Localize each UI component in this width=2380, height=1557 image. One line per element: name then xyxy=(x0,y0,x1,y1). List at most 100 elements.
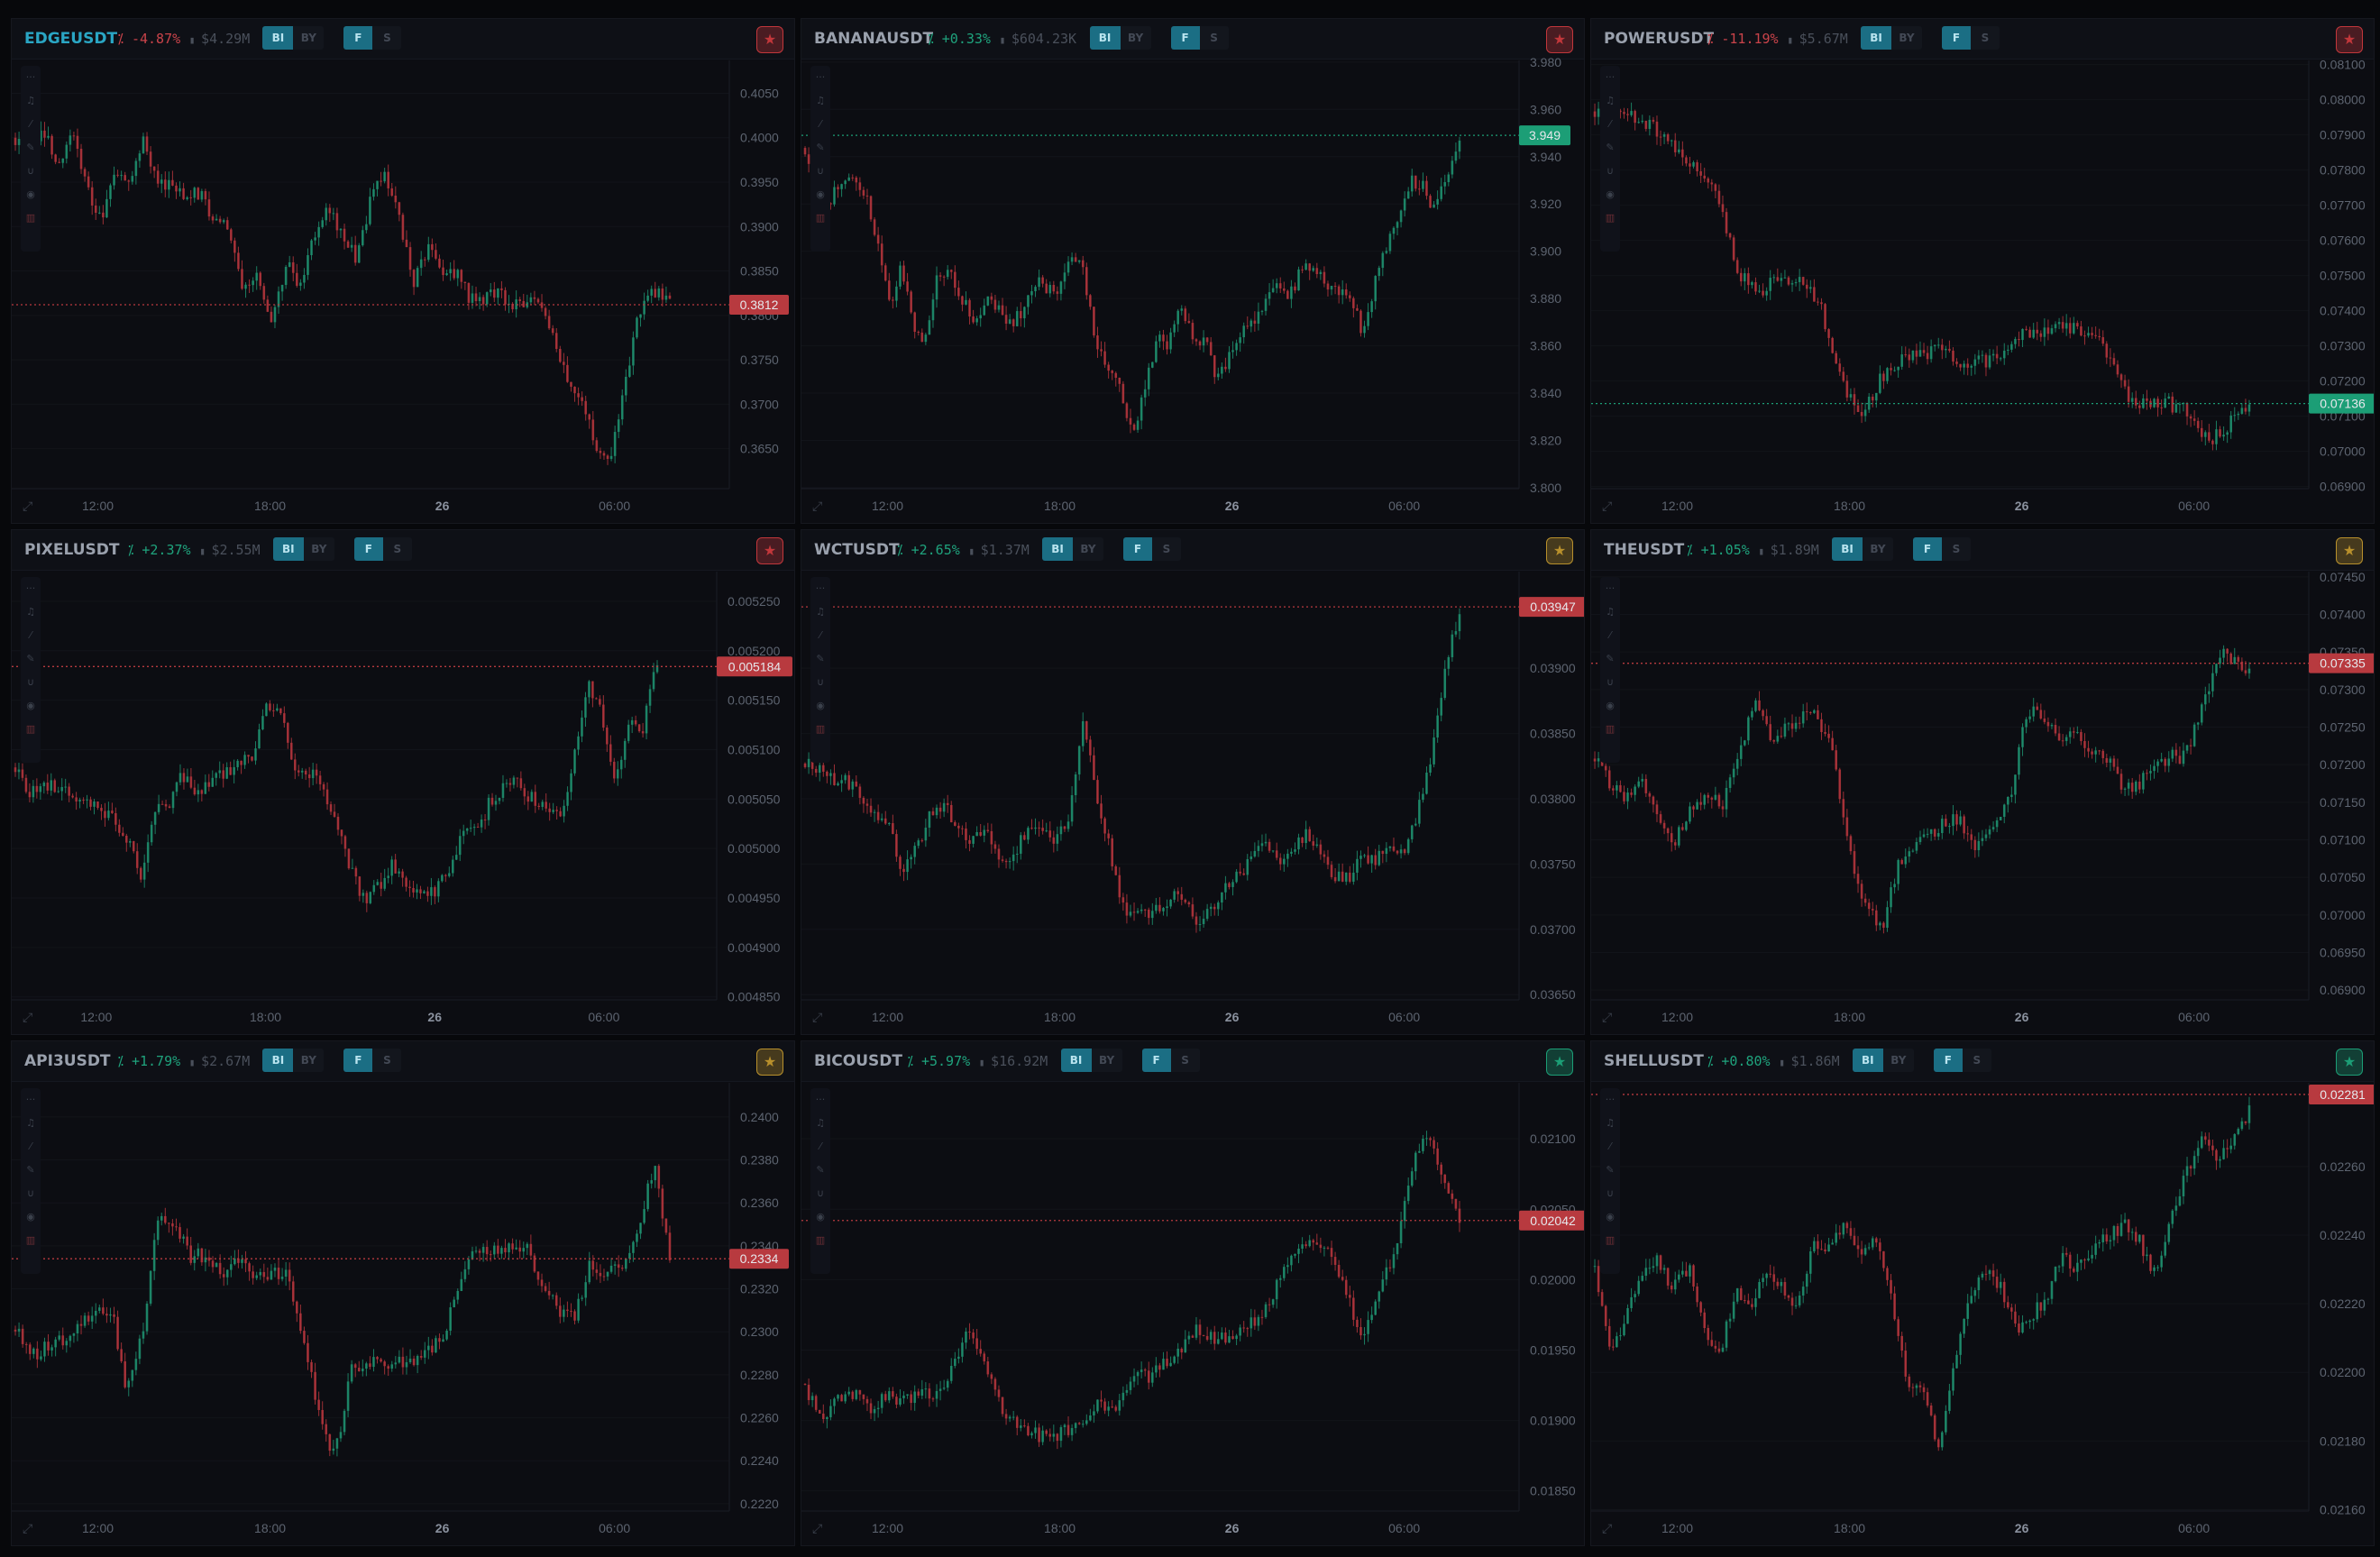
more-icon[interactable]: ··· xyxy=(815,582,826,594)
alert-bell-icon[interactable]: ♫ xyxy=(1606,1117,1615,1129)
exchange-binance-button[interactable]: BI xyxy=(1852,1049,1883,1072)
symbol-label[interactable]: POWERUSDT xyxy=(1604,30,1715,48)
eye-icon[interactable]: ◉ xyxy=(26,700,35,711)
expand-icon[interactable]: ⤢ xyxy=(23,1522,33,1536)
expand-icon[interactable]: ⤢ xyxy=(812,1522,823,1536)
chart-panel-bananausdt[interactable]: BANANAUSDT ⁒ +0.33% ▮ $604.23K BI BY F S ★ 3.800… xyxy=(801,18,1585,524)
exchange-binance-button[interactable]: BI xyxy=(1832,537,1863,561)
trash-icon[interactable]: ▥ xyxy=(1605,1234,1616,1246)
trend-line-icon[interactable]: ⁄ xyxy=(819,629,821,641)
eye-icon[interactable]: ◉ xyxy=(1606,1211,1615,1223)
alert-bell-icon[interactable]: ♫ xyxy=(1606,95,1615,106)
market-futures-button[interactable]: F xyxy=(343,1049,373,1072)
exchange-binance-button[interactable]: BI xyxy=(1042,537,1073,561)
candlestick-chart[interactable]: 0.018500.019000.019500.020000.020500.021… xyxy=(801,1041,1585,1546)
alert-bell-icon[interactable]: ♫ xyxy=(26,606,35,618)
exchange-binance-button[interactable]: BI xyxy=(262,26,294,50)
more-icon[interactable]: ··· xyxy=(25,582,36,594)
more-icon[interactable]: ··· xyxy=(1605,582,1616,594)
favorite-star-icon[interactable]: ★ xyxy=(2336,1049,2363,1076)
candlestick-chart[interactable]: 0.22200.22400.22600.22800.23000.23200.23… xyxy=(12,1041,795,1546)
chart-panel-bicousdt[interactable]: BICOUSDT ⁒ +5.97% ▮ $16.92M BI BY F S ★ 0.01850 0… xyxy=(801,1040,1585,1546)
exchange-binance-button[interactable]: BI xyxy=(262,1049,294,1072)
eye-icon[interactable]: ◉ xyxy=(1606,700,1615,711)
expand-icon[interactable]: ⤢ xyxy=(812,499,823,514)
alert-bell-icon[interactable]: ♫ xyxy=(816,606,825,618)
candlestick-chart[interactable]: 0.036500.037000.037500.038000.038500.039… xyxy=(801,530,1585,1035)
favorite-star-icon[interactable]: ★ xyxy=(756,1049,783,1076)
candlestick-chart[interactable]: 0.021600.021800.022000.022200.022400.022… xyxy=(1591,1041,2375,1546)
market-spot-button[interactable]: S xyxy=(1942,537,1971,561)
symbol-label[interactable]: EDGEUSDT xyxy=(24,30,118,48)
trash-icon[interactable]: ▥ xyxy=(815,212,826,224)
exchange-bybit-button[interactable]: BY xyxy=(1091,1049,1122,1072)
trend-line-icon[interactable]: ⁄ xyxy=(819,1140,821,1152)
market-spot-button[interactable]: S xyxy=(1962,1049,1991,1072)
alert-bell-icon[interactable]: ♫ xyxy=(26,1117,35,1129)
trash-icon[interactable]: ▥ xyxy=(815,1234,826,1246)
more-icon[interactable]: ··· xyxy=(815,71,826,83)
trend-line-icon[interactable]: ⁄ xyxy=(30,1140,32,1152)
eye-icon[interactable]: ◉ xyxy=(816,1211,825,1223)
expand-icon[interactable]: ⤢ xyxy=(1602,1011,1613,1025)
pencil-icon[interactable]: ✎ xyxy=(26,1164,35,1176)
expand-icon[interactable]: ⤢ xyxy=(812,1011,823,1025)
more-icon[interactable]: ··· xyxy=(1605,71,1616,83)
symbol-label[interactable]: SHELLUSDT xyxy=(1604,1052,1704,1070)
pencil-icon[interactable]: ✎ xyxy=(1606,653,1615,664)
eye-icon[interactable]: ◉ xyxy=(1606,188,1615,200)
magnet-icon[interactable]: ∪ xyxy=(1606,676,1615,688)
market-futures-button[interactable]: F xyxy=(1913,537,1942,561)
expand-icon[interactable]: ⤢ xyxy=(1602,1522,1613,1536)
magnet-icon[interactable]: ∪ xyxy=(26,165,35,177)
alert-bell-icon[interactable]: ♫ xyxy=(816,95,825,106)
alert-bell-icon[interactable]: ♫ xyxy=(1606,606,1615,618)
candlestick-chart[interactable]: 0.36500.37000.37500.38000.38500.39000.39… xyxy=(12,19,795,524)
trash-icon[interactable]: ▥ xyxy=(25,212,36,224)
pencil-icon[interactable]: ✎ xyxy=(1606,142,1615,153)
chart-panel-theusdt[interactable]: THEUSDT ⁒ +1.05% ▮ $1.89M BI BY F S ★ 0.06900 0.0… xyxy=(1590,529,2375,1035)
exchange-binance-button[interactable]: BI xyxy=(1060,1049,1092,1072)
exchange-bybit-button[interactable]: BY xyxy=(293,26,325,50)
more-icon[interactable]: ··· xyxy=(1605,1094,1616,1105)
market-futures-button[interactable]: F xyxy=(1170,26,1200,50)
more-icon[interactable]: ··· xyxy=(25,71,36,83)
pencil-icon[interactable]: ✎ xyxy=(816,1164,825,1176)
exchange-bybit-button[interactable]: BY xyxy=(1882,1049,1914,1072)
market-futures-button[interactable]: F xyxy=(353,537,383,561)
chart-panel-pixelusdt[interactable]: PIXELUSDT ⁒ +2.37% ▮ $2.55M BI BY F S ★ 0.004850… xyxy=(11,529,795,1035)
more-icon[interactable]: ··· xyxy=(25,1094,36,1105)
chart-panel-api3usdt[interactable]: API3USDT ⁒ +1.79% ▮ $2.67M BI BY F S ★ 0.2220 0.2… xyxy=(11,1040,795,1546)
symbol-label[interactable]: API3USDT xyxy=(24,1052,111,1070)
favorite-star-icon[interactable]: ★ xyxy=(756,537,783,564)
market-spot-button[interactable]: S xyxy=(372,1049,402,1072)
favorite-star-icon[interactable]: ★ xyxy=(756,26,783,53)
favorite-star-icon[interactable]: ★ xyxy=(1546,1049,1573,1076)
symbol-label[interactable]: BANANAUSDT xyxy=(814,30,934,48)
market-spot-button[interactable]: S xyxy=(372,26,402,50)
exchange-bybit-button[interactable]: BY xyxy=(1891,26,1922,50)
eye-icon[interactable]: ◉ xyxy=(816,188,825,200)
market-spot-button[interactable]: S xyxy=(382,537,412,561)
candlestick-chart[interactable]: 3.8003.8203.8403.8603.8803.9003.9203.940… xyxy=(801,19,1585,524)
market-futures-button[interactable]: F xyxy=(1123,537,1152,561)
exchange-bybit-button[interactable]: BY xyxy=(1120,26,1151,50)
symbol-label[interactable]: WCTUSDT xyxy=(814,541,900,559)
trash-icon[interactable]: ▥ xyxy=(1605,212,1616,224)
symbol-label[interactable]: THEUSDT xyxy=(1604,541,1685,559)
trend-line-icon[interactable]: ⁄ xyxy=(1609,1140,1611,1152)
trend-line-icon[interactable]: ⁄ xyxy=(819,118,821,130)
trash-icon[interactable]: ▥ xyxy=(25,723,36,735)
trend-line-icon[interactable]: ⁄ xyxy=(30,118,32,130)
market-futures-button[interactable]: F xyxy=(1933,1049,1963,1072)
pencil-icon[interactable]: ✎ xyxy=(816,142,825,153)
eye-icon[interactable]: ◉ xyxy=(26,1211,35,1223)
magnet-icon[interactable]: ∪ xyxy=(1606,1187,1615,1199)
market-spot-button[interactable]: S xyxy=(1152,537,1181,561)
chart-panel-shellusdt[interactable]: SHELLUSDT ⁒ +0.80% ▮ $1.86M BI BY F S ★ 0.02160 0… xyxy=(1590,1040,2375,1546)
magnet-icon[interactable]: ∪ xyxy=(816,165,825,177)
alert-bell-icon[interactable]: ♫ xyxy=(816,1117,825,1129)
candlestick-chart[interactable]: 0.0048500.0049000.0049500.0050000.005050… xyxy=(12,530,795,1035)
symbol-label[interactable]: BICOUSDT xyxy=(814,1052,902,1070)
market-spot-button[interactable]: S xyxy=(1971,26,2000,50)
